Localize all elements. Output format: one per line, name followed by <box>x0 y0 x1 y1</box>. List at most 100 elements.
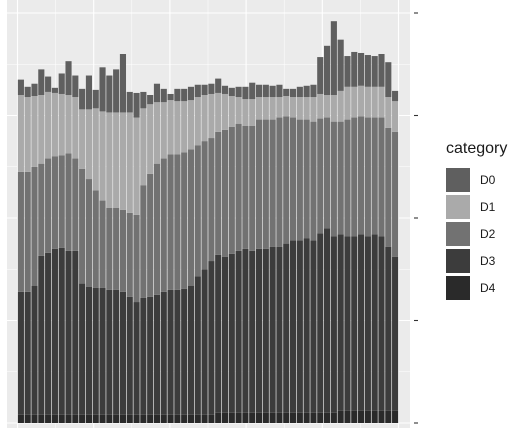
bar-segment-d1 <box>269 97 276 120</box>
bar-segment-d4 <box>392 410 399 423</box>
bar-segment-d0 <box>364 55 371 87</box>
bar-segment-d1 <box>351 86 358 118</box>
bar-segment-d3 <box>126 296 133 415</box>
bar-segment-d1 <box>201 95 208 142</box>
bar-segment-d1 <box>160 102 167 159</box>
bar-segment-d3 <box>351 236 358 411</box>
bar-segment-d4 <box>24 414 31 423</box>
bar-segment-d4 <box>31 414 38 423</box>
bar-segment-d1 <box>344 86 351 120</box>
bar-segment-d4 <box>385 410 392 423</box>
bar-segment-d1 <box>92 108 99 191</box>
bar-segment-d2 <box>249 125 256 251</box>
bar-segment-d2 <box>167 154 174 290</box>
bar-segment-d4 <box>167 414 174 423</box>
bar-segment-d1 <box>45 91 52 159</box>
bar-segment-d1 <box>242 99 249 126</box>
bar-segment-d4 <box>242 412 249 423</box>
bar-segment-d2 <box>31 166 38 286</box>
bar-segment-d0 <box>160 88 167 103</box>
legend-label-d2: D2 <box>480 226 496 241</box>
bar-segment-d4 <box>147 414 154 423</box>
bar-segment-d2 <box>385 127 392 247</box>
bar-segment-d2 <box>106 207 113 290</box>
bar-segment-d0 <box>358 52 365 86</box>
bar-segment-d3 <box>201 269 208 415</box>
bar-segment-d4 <box>344 410 351 423</box>
bar-segment-d0 <box>167 93 174 101</box>
bar-segment-d1 <box>174 101 181 155</box>
bar-segment-d1 <box>99 111 106 201</box>
bar-segment-d1 <box>378 86 385 118</box>
bar-segment-d4 <box>296 412 303 423</box>
bar-segment-d2 <box>221 129 229 257</box>
bar-segment-d4 <box>249 412 256 423</box>
bar-segment-d3 <box>85 286 92 415</box>
bar-segment-d2 <box>24 171 31 292</box>
legend-key-d1 <box>446 194 470 219</box>
bar-segment-d4 <box>79 414 86 423</box>
bar-segment-d3 <box>17 291 24 415</box>
legend-item-d0: D0 <box>446 166 514 193</box>
bar-segment-d1 <box>194 97 201 146</box>
bar-segment-d2 <box>344 119 351 237</box>
bar-segment-d3 <box>167 289 174 415</box>
bar-segment-d0 <box>344 56 351 87</box>
bar-segment-d2 <box>45 158 52 253</box>
bar-segment-d3 <box>153 294 161 415</box>
bar-segment-d2 <box>72 158 79 251</box>
legend-key-d0 <box>446 167 470 192</box>
bar-segment-d2 <box>283 116 290 244</box>
bar-segment-d0 <box>201 84 208 95</box>
bar-segment-d2 <box>174 154 181 290</box>
bar-segment-d4 <box>187 414 195 423</box>
bar-segment-d2 <box>38 163 45 256</box>
bar-segment-d0 <box>187 86 195 101</box>
bar-segment-d2 <box>337 121 344 235</box>
bar-segment-d4 <box>38 414 45 423</box>
bar-segment-d2 <box>208 138 215 262</box>
bar-segment-d1 <box>147 104 154 174</box>
bar-segment-d4 <box>310 412 317 423</box>
bar-segment-d2 <box>324 117 331 229</box>
bar-segment-d0 <box>92 89 99 109</box>
bar-segment-d0 <box>119 54 127 113</box>
bar-segment-d2 <box>160 158 167 292</box>
bar-segment-d0 <box>133 92 140 118</box>
bar-segment-d3 <box>208 261 215 415</box>
bar-segment-d2 <box>242 125 249 249</box>
bar-segment-d1 <box>249 99 256 126</box>
bar-segment-d0 <box>72 75 79 98</box>
bar-segment-d2 <box>269 119 276 247</box>
bar-segment-d0 <box>181 88 188 102</box>
bar-segment-d2 <box>371 117 378 235</box>
bar-segment-d4 <box>119 414 127 423</box>
bar-segment-d0 <box>58 73 65 94</box>
bar-segment-d0 <box>351 51 358 87</box>
bar-segment-d0 <box>255 84 263 98</box>
bar-segment-d3 <box>262 248 269 413</box>
bar-segment-d4 <box>269 412 276 423</box>
bar-segment-d4 <box>378 410 385 423</box>
bar-segment-d4 <box>201 414 208 423</box>
bar-segment-d3 <box>385 246 392 411</box>
bar-segment-d2 <box>201 141 208 270</box>
bar-segment-d3 <box>303 238 310 413</box>
bar-segment-d0 <box>296 86 303 98</box>
bar-segment-d4 <box>255 412 263 423</box>
bar-segment-d3 <box>65 250 72 415</box>
bar-segment-d2 <box>392 131 399 257</box>
bar-segment-d0 <box>140 91 147 109</box>
bar-segment-d4 <box>45 414 52 423</box>
bar-segment-d1 <box>228 96 235 127</box>
bar-segment-d3 <box>181 288 188 415</box>
bar-segment-d0 <box>45 76 52 92</box>
bar-segment-d1 <box>262 97 269 120</box>
legend-key-d2 <box>446 221 470 246</box>
bar-segment-d3 <box>310 240 317 413</box>
bar-segment-d4 <box>160 414 167 423</box>
bar-segment-d1 <box>126 112 133 213</box>
bar-segment-d3 <box>242 248 249 413</box>
bar-segment-d1 <box>364 86 371 118</box>
bar-segment-d3 <box>317 233 324 413</box>
